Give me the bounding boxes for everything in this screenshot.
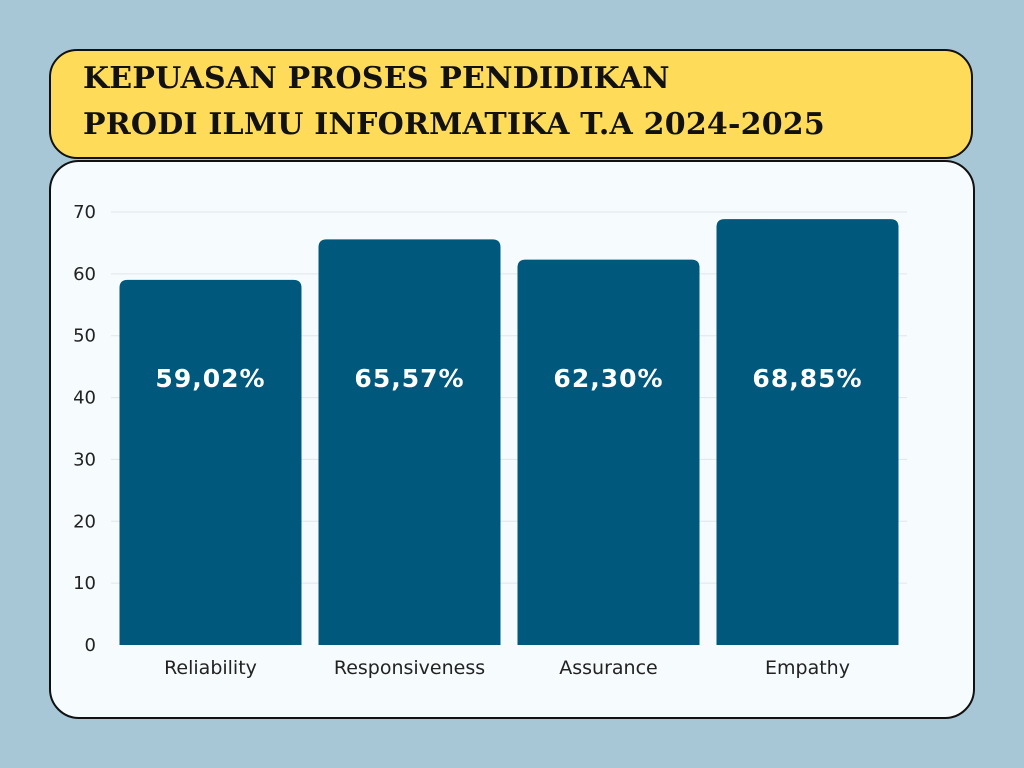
y-tick-label-70: 70 (73, 202, 96, 223)
bar-empathy (716, 219, 899, 645)
chart-title-line-2: PRODI ILMU INFORMATIKA T.A 2024-2025 (83, 107, 825, 142)
y-tick-label-10: 10 (73, 573, 96, 594)
x-tick-label-assurance: Assurance (559, 657, 657, 679)
chart-title-line-1: KEPUASAN PROSES PENDIDIKAN (83, 61, 670, 96)
x-tick-label-empathy: Empathy (765, 657, 850, 679)
chart-panel: 0 10 20 30 40 50 60 70 59,02% Reliability 65,57% Re… (49, 160, 975, 719)
bar-chart: 0 10 20 30 40 50 60 70 59,02% Reliability 65,57% Re… (73, 202, 907, 679)
data-label-assurance: 62,30% (553, 364, 663, 393)
data-label-empathy: 68,85% (752, 364, 862, 393)
y-tick-label-40: 40 (73, 388, 96, 409)
y-tick-label-60: 60 (73, 264, 96, 285)
data-label-responsiveness: 65,57% (354, 364, 464, 393)
title-banner: KEPUASAN PROSES PENDIDIKAN PRODI ILMU IN… (49, 49, 973, 159)
bar-responsiveness (318, 239, 501, 645)
y-tick-label-30: 30 (73, 449, 96, 470)
bar-assurance (517, 259, 700, 645)
data-label-reliability: 59,02% (155, 364, 265, 393)
x-tick-label-responsiveness: Responsiveness (334, 657, 485, 679)
x-tick-label-reliability: Reliability (164, 657, 257, 679)
y-tick-label-0: 0 (85, 635, 96, 656)
bar-reliability (119, 279, 302, 645)
y-tick-label-20: 20 (73, 511, 96, 532)
y-tick-label-50: 50 (73, 326, 96, 347)
